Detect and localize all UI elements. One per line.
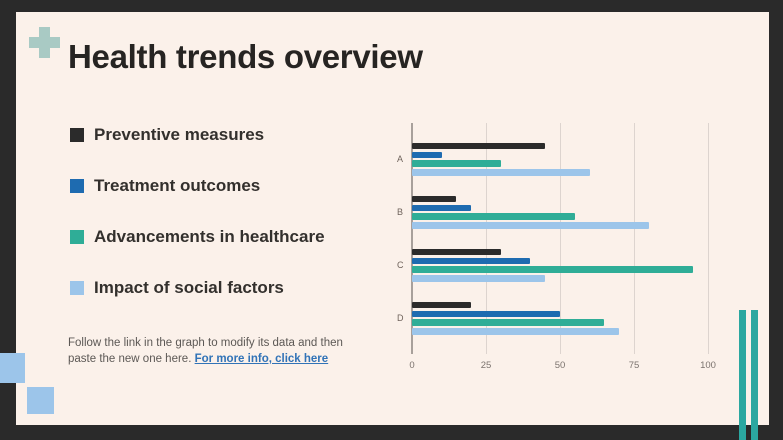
bar-B-series-1 (412, 204, 472, 212)
x-tick-label-0: 0 (409, 360, 415, 371)
bar-C-series-0 (412, 248, 501, 256)
decor-square-top (0, 353, 25, 383)
decor-square-bottom (27, 387, 54, 414)
more-info-link[interactable]: For more info, click here (194, 353, 329, 366)
bar-A-series-3 (412, 169, 590, 176)
bar-D-series-3 (412, 328, 620, 335)
plus-icon-horizontal-bar (29, 37, 60, 48)
slide-canvas: Health trends overview Preventive measur… (16, 12, 769, 425)
bar-group-C: C (397, 248, 756, 282)
category-label-A: A (397, 154, 404, 165)
legend-item-label: Treatment outcomes (94, 175, 261, 195)
bar-chart[interactable]: 0 25 50 75 100 A B C D (397, 123, 756, 383)
legend-item-0: Preventive measures (70, 124, 325, 145)
x-tick-label-75: 75 (628, 360, 640, 371)
bar-A-series-1 (412, 151, 442, 159)
page-title: Health trends overview (68, 38, 423, 75)
bar-D-series-0 (412, 301, 472, 309)
bar-B-series-3 (412, 222, 649, 229)
bar-D-series-2 (412, 319, 605, 326)
bar-group-B: B (397, 195, 756, 229)
bar-B-series-2 (412, 213, 575, 220)
bar-C-series-2 (412, 266, 694, 273)
legend-item-label: Preventive measures (94, 124, 265, 144)
x-tick-label-50: 50 (554, 360, 566, 371)
bar-B-series-0 (412, 195, 457, 203)
legend-swatch (70, 178, 84, 193)
bar-A-series-2 (412, 160, 501, 167)
legend-item-label: Advancements in healthcare (94, 226, 325, 246)
legend-item-label: Impact of social factors (94, 277, 284, 297)
bar-D-series-1 (412, 310, 560, 318)
bar-A-series-0 (412, 142, 546, 150)
category-label-D: D (397, 313, 404, 324)
bar-C-series-3 (412, 275, 546, 282)
legend-item-2: Advancements in healthcare (70, 226, 325, 247)
legend-item-3: Impact of social factors (70, 277, 325, 298)
gridline-25 (486, 123, 487, 354)
gridline-75 (634, 123, 635, 354)
category-label-C: C (397, 260, 404, 271)
legend-item-1: Treatment outcomes (70, 175, 325, 196)
decor-teal-bar-right (751, 310, 758, 440)
bar-group-A: A (397, 142, 756, 176)
legend-swatch (70, 229, 84, 244)
legend-swatch (70, 127, 84, 142)
bar-C-series-1 (412, 257, 531, 265)
x-tick-label-25: 25 (480, 360, 492, 371)
category-label-B: B (397, 207, 404, 218)
decor-teal-bar-left (739, 310, 746, 440)
gridline-50 (560, 123, 561, 354)
gridline-100 (708, 123, 709, 354)
y-axis-line (411, 123, 413, 354)
legend-swatch (70, 280, 84, 295)
footer-note: Follow the link in the graph to modify i… (68, 335, 368, 367)
bar-group-D: D (397, 301, 756, 335)
x-tick-label-100: 100 (700, 360, 716, 371)
plus-icon (29, 27, 60, 58)
footer-text: Follow the link in the graph to modify i… (68, 337, 343, 366)
chart-legend: Preventive measures Treatment outcomes Adv… (70, 124, 325, 298)
